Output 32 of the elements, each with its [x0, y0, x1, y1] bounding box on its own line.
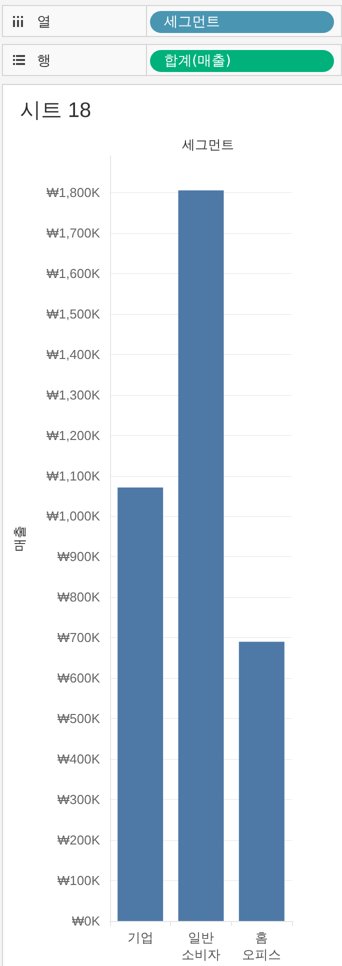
- y-tick-label: ₩1,300K: [46, 387, 100, 402]
- y-tick-label: ₩200K: [57, 832, 100, 848]
- text: 합계(매출): [150, 50, 334, 72]
- text: 열: [37, 13, 51, 31]
- y-tick-label: ₩1,800K: [46, 184, 100, 200]
- y-tick-label: ₩1,600K: [46, 266, 100, 281]
- bar: [118, 488, 164, 921]
- bar: [238, 642, 284, 921]
- y-tick-label: ₩1,700K: [46, 225, 100, 240]
- text: 행: [37, 52, 51, 70]
- y-tick-label: ₩600K: [57, 670, 100, 686]
- y-tick-label: ₩900K: [57, 549, 100, 564]
- y-tick-label: ₩1,500K: [46, 306, 100, 322]
- y-tick-label: ₩500K: [57, 711, 100, 726]
- y-tick-label: ₩0K: [72, 914, 100, 928]
- x-tick-label: 홈 오피스: [242, 930, 282, 962]
- x-tick-label: 기업: [127, 930, 154, 945]
- y-tick-label: ₩800K: [57, 590, 100, 605]
- y-tick-label: ₩1,000K: [46, 508, 100, 524]
- y-tick-label: ₩400K: [57, 752, 100, 767]
- x-axis-title: 세그먼트: [182, 137, 234, 152]
- chart-title: 시트 18: [20, 99, 92, 122]
- text: 세그먼트: [150, 11, 334, 33]
- y-tick-label: ₩1,400K: [46, 346, 100, 362]
- y-axis-title: 매출: [12, 526, 27, 552]
- y-tick-label: ₩1,200K: [46, 428, 100, 443]
- y-tick-label: ₩100K: [57, 873, 100, 888]
- x-tick-label: 일반 소비자: [182, 930, 220, 962]
- y-tick-label: ₩1,100K: [46, 468, 100, 484]
- bar: [178, 190, 224, 921]
- y-tick-label: ₩300K: [57, 792, 100, 808]
- y-tick-label: ₩700K: [57, 630, 100, 646]
